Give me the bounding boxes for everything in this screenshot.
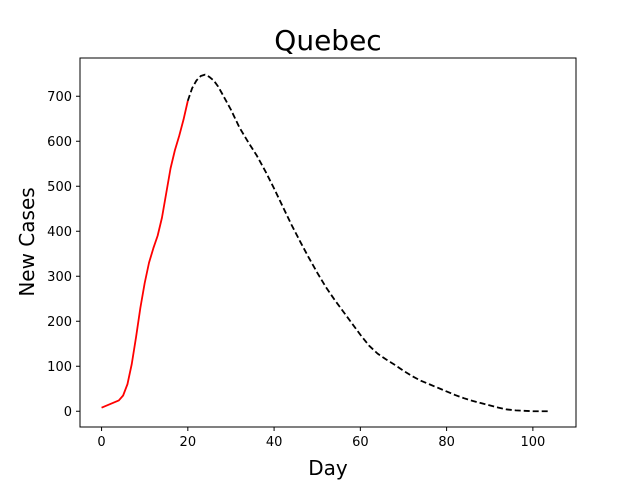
x-tick-label: 20 <box>180 435 197 450</box>
x-axis: 0 20 40 60 80 100 <box>97 427 545 450</box>
y-tick-label: 500 <box>47 180 72 195</box>
series-line-2 <box>186 73 551 413</box>
y-tick-label: 100 <box>47 360 72 375</box>
x-tick-label: 0 <box>97 435 105 450</box>
y-axis: 0 100 200 300 400 500 600 700 <box>47 90 80 420</box>
series-line-1 <box>101 100 189 409</box>
y-tick-label: 0 <box>64 405 72 420</box>
y-tick-label: 700 <box>47 90 72 105</box>
y-axis-label: New Cases <box>15 187 39 296</box>
x-tick-label: 40 <box>266 435 283 450</box>
chart-title: Quebec <box>274 24 381 57</box>
y-tick-label: 200 <box>47 315 72 330</box>
x-tick-label: 60 <box>352 435 369 450</box>
y-tick-label: 300 <box>47 270 72 285</box>
x-tick-label: 80 <box>438 435 455 450</box>
plot-frame <box>79 57 577 428</box>
y-tick-label: 600 <box>47 135 72 150</box>
x-axis-label: Day <box>308 456 348 480</box>
plot-area <box>101 73 551 413</box>
x-tick-label: 100 <box>520 435 545 450</box>
y-tick-label: 400 <box>47 225 72 240</box>
